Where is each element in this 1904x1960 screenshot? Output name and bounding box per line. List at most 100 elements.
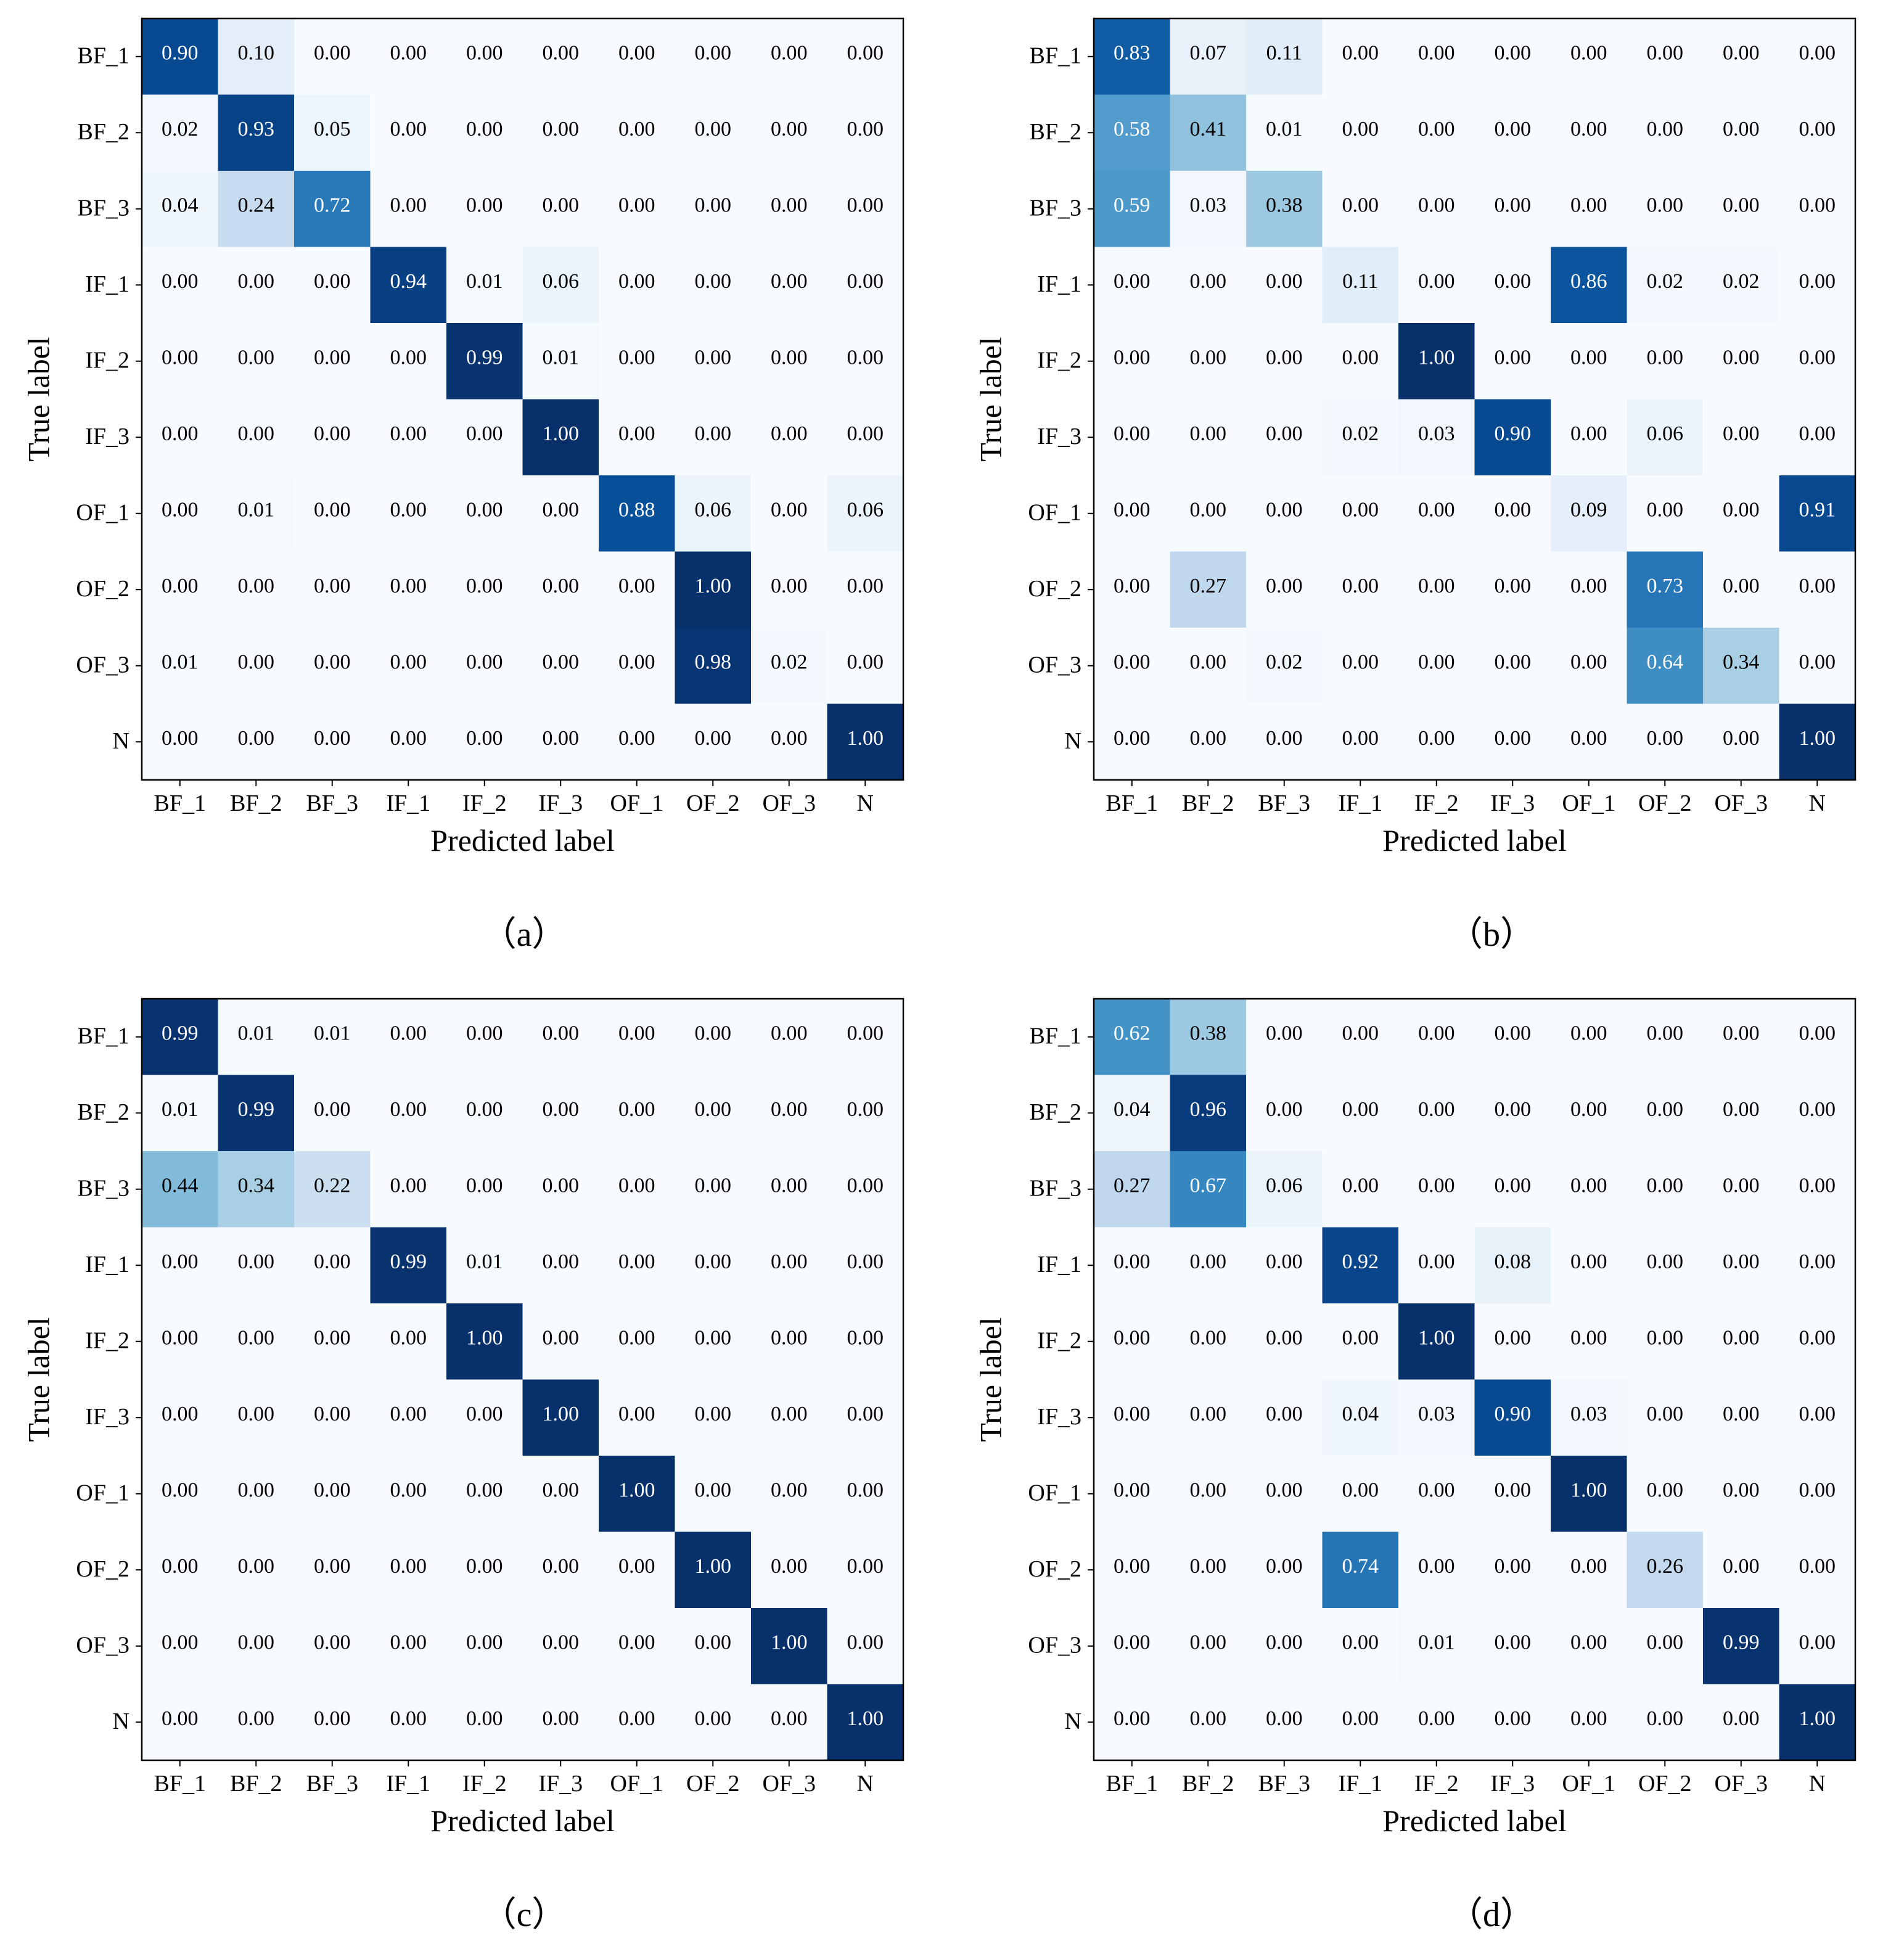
x-tick-label-of-2: OF_2 — [1638, 790, 1692, 816]
cell-value-label: 1.00 — [466, 1327, 503, 1350]
y-tick-label-bf-1: BF_1 — [1030, 1023, 1081, 1049]
y-axis-label: True label — [973, 1317, 1007, 1441]
cell-value-label: 0.00 — [618, 727, 655, 750]
cell-value-label: 0.00 — [1723, 1555, 1760, 1578]
cell-value-label: 0.03 — [1418, 422, 1455, 445]
cell-value-label: 0.00 — [1342, 346, 1379, 369]
cell-value-label: 0.00 — [466, 1555, 503, 1578]
cell-value-label: 0.01 — [238, 499, 275, 522]
cell-value-label: 0.00 — [1723, 346, 1760, 369]
cell-value-label: 0.00 — [1723, 1098, 1760, 1121]
heatmap-cell — [1246, 399, 1323, 476]
cell-value-label: 0.00 — [543, 1327, 580, 1350]
heatmap-cell — [1779, 323, 1856, 400]
cell-value-label: 0.00 — [390, 1175, 427, 1197]
heatmap-cell — [1703, 1608, 1780, 1685]
heatmap-cell — [1322, 323, 1399, 400]
cell-value-label: 0.00 — [1647, 1175, 1684, 1197]
cell-value-label: 0.00 — [771, 1250, 808, 1273]
heatmap-cell — [294, 323, 371, 400]
heatmap-cell — [1094, 399, 1171, 476]
confusion-matrix-panel-d: 0.62 0.38 0.00 0.00 0.00 0.00 0.00 0.00 0.00 0.00… — [952, 980, 1904, 1960]
heatmap-cell — [751, 399, 828, 476]
cell-value-label: 0.00 — [1570, 346, 1607, 369]
cell-value-label: 0.02 — [162, 118, 199, 141]
cell-value-label: 0.00 — [695, 1631, 732, 1654]
cell-value-label: 0.00 — [1342, 118, 1379, 141]
heatmap-cell — [1322, 475, 1399, 552]
cell-value-label: 0.90 — [1495, 1403, 1532, 1425]
heatmap-cell — [1474, 1227, 1551, 1304]
cell-value-label: 0.99 — [162, 1022, 199, 1045]
heatmap-cell — [827, 551, 904, 628]
cell-value-label: 0.00 — [847, 270, 884, 293]
heatmap-grid: 0.90 0.10 0.00 0.00 0.00 0.00 0.00 0.00 0.00 0.00… — [142, 18, 904, 781]
cell-value-label: 0.00 — [771, 1175, 808, 1197]
heatmap-cell — [827, 1608, 904, 1685]
cell-value-label: 0.00 — [1190, 1631, 1227, 1654]
x-tick-label-bf-3: BF_3 — [1258, 790, 1310, 816]
cell-value-label: 0.00 — [1495, 499, 1532, 522]
cell-value-label: 0.00 — [1342, 575, 1379, 597]
heatmap-cell — [1627, 1608, 1704, 1685]
heatmap-cell — [1322, 94, 1399, 171]
heatmap-cell — [1094, 1303, 1171, 1380]
cell-value-label: 0.00 — [1570, 1327, 1607, 1350]
cell-value-label: 0.00 — [1190, 1403, 1227, 1425]
cell-value-label: 0.00 — [1495, 1555, 1532, 1578]
cell-value-label: 0.00 — [1495, 1175, 1532, 1197]
heatmap-cell — [446, 999, 523, 1076]
cell-value-label: 0.72 — [314, 194, 351, 217]
y-tick-label-of-2: OF_2 — [76, 576, 129, 602]
cell-value-label: 1.00 — [1570, 1479, 1607, 1502]
heatmap-cell — [751, 323, 828, 400]
y-tick-label-n: N — [113, 1708, 129, 1734]
cell-value-label: 0.00 — [390, 1479, 427, 1502]
heatmap-cell — [294, 1532, 371, 1609]
cell-value-label: 0.00 — [1266, 1403, 1303, 1425]
cell-value-label: 0.08 — [1495, 1250, 1532, 1273]
cell-value-label: 0.00 — [238, 1327, 275, 1350]
heatmap-cell — [446, 551, 523, 628]
cell-value-label: 0.41 — [1190, 118, 1227, 141]
heatmap-cell — [522, 703, 599, 781]
x-tick-label-of-3: OF_3 — [762, 790, 816, 816]
cell-value-label: 0.00 — [1495, 1479, 1532, 1502]
heatmap-cell — [1551, 171, 1628, 248]
heatmap-cell — [1322, 1227, 1399, 1304]
cell-value-label: 0.00 — [162, 1327, 199, 1350]
x-tick-label-bf-2: BF_2 — [230, 790, 282, 816]
heatmap-cell — [1551, 1456, 1628, 1533]
cell-value-label: 0.07 — [1190, 42, 1227, 65]
heatmap-cell — [827, 247, 904, 324]
heatmap-cell — [1551, 1227, 1628, 1304]
heatmap-cell — [1551, 1532, 1628, 1609]
heatmap-cell — [751, 703, 828, 781]
heatmap-cell — [1170, 323, 1247, 400]
x-tick-label-of-1: OF_1 — [610, 790, 663, 816]
cell-value-label: 0.00 — [1723, 1022, 1760, 1045]
x-tick-label-of-2: OF_2 — [686, 790, 740, 816]
heatmap-cell — [1703, 1151, 1780, 1228]
cell-value-label: 0.00 — [1495, 346, 1532, 369]
cell-value-label: 0.00 — [1190, 1479, 1227, 1502]
heatmap-cell — [1246, 1608, 1323, 1685]
cell-value-label: 0.00 — [618, 1022, 655, 1045]
x-tick-label-of-2: OF_2 — [1638, 1771, 1692, 1797]
cell-value-label: 0.00 — [390, 346, 427, 369]
heatmap-cell — [522, 551, 599, 628]
heatmap-cell — [827, 399, 904, 476]
heatmap-cell — [1779, 1379, 1856, 1456]
heatmap-cell — [370, 703, 447, 781]
cell-value-label: 0.00 — [695, 1098, 732, 1121]
cell-value-label: 0.00 — [1418, 118, 1455, 141]
cell-value-label: 0.00 — [1266, 1250, 1303, 1273]
heatmap-cell — [599, 399, 676, 476]
heatmap-cell — [1474, 1684, 1551, 1761]
heatmap-cell — [1627, 475, 1704, 552]
heatmap-cell — [1551, 475, 1628, 552]
y-tick-label-bf-2: BF_2 — [1030, 119, 1081, 145]
cell-value-label: 0.00 — [314, 1327, 351, 1350]
cell-value-label: 0.00 — [1495, 1022, 1532, 1045]
cell-value-label: 0.00 — [1570, 1098, 1607, 1121]
